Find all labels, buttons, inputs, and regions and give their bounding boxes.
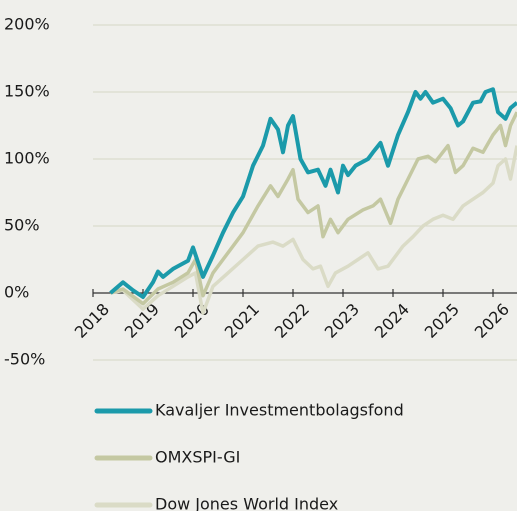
legend-label: Kavaljer Investmentbolagsfond	[155, 401, 404, 420]
y-tick-label: -50%	[4, 350, 45, 369]
plot-area	[109, 87, 517, 315]
series-line	[109, 87, 517, 299]
y-tick-label: 50%	[4, 216, 40, 235]
series-line	[110, 145, 517, 315]
y-tick-label: 100%	[4, 149, 50, 168]
legend-label: OMXSPI-GI	[155, 448, 240, 467]
legend-label: Dow Jones World Index	[155, 495, 338, 511]
y-tick-label: 0%	[4, 283, 29, 302]
y-tick-label: 150%	[4, 82, 50, 101]
series-line	[109, 111, 517, 306]
y-tick-label: 200%	[4, 15, 50, 34]
